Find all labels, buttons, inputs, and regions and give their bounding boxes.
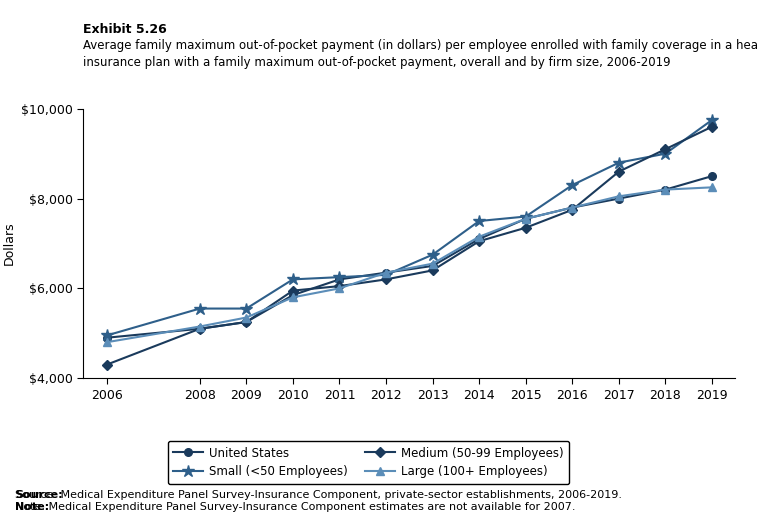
Text: Exhibit 5.26: Exhibit 5.26 bbox=[83, 23, 167, 36]
Text: Source: Medical Expenditure Panel Survey-Insurance Component, private-sector est: Source: Medical Expenditure Panel Survey… bbox=[15, 490, 622, 499]
Text: Source:: Source: bbox=[15, 490, 63, 499]
Text: Note: Medical Expenditure Panel Survey-Insurance Component estimates are not ava: Note: Medical Expenditure Panel Survey-I… bbox=[15, 502, 575, 512]
Y-axis label: Dollars: Dollars bbox=[2, 222, 15, 265]
Text: Average family maximum out-of-pocket payment (in dollars) per employee enrolled : Average family maximum out-of-pocket pay… bbox=[83, 39, 758, 69]
Text: Note:: Note: bbox=[15, 502, 49, 512]
Legend: United States, Small (<50 Employees), Medium (50-99 Employees), Large (100+ Empl: United States, Small (<50 Employees), Me… bbox=[168, 441, 569, 484]
